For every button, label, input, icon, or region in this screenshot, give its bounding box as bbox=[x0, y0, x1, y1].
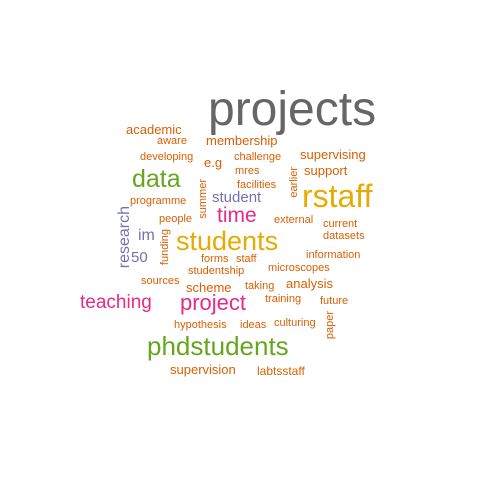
word-ideas: ideas bbox=[240, 319, 267, 331]
word-supervision: supervision bbox=[170, 362, 236, 377]
word-facilities: facilities bbox=[237, 179, 277, 191]
word-information: information bbox=[306, 249, 361, 261]
word-rstaff: rstaff bbox=[302, 178, 373, 214]
word-teaching: teaching bbox=[80, 292, 152, 313]
word-external: external bbox=[274, 214, 314, 226]
word-supervising: supervising bbox=[300, 147, 366, 162]
word-forms: forms bbox=[201, 253, 229, 265]
word-students: students bbox=[176, 226, 279, 256]
word-earlier: earlier bbox=[288, 167, 300, 198]
word-hypothesis: hypothesis bbox=[174, 319, 227, 331]
word-studentship: studentship bbox=[188, 265, 245, 277]
word-summer: summer bbox=[197, 179, 209, 219]
word-developing: developing bbox=[140, 151, 194, 163]
word-academic: academic bbox=[126, 122, 182, 137]
word-im: im bbox=[138, 227, 155, 244]
word-programme: programme bbox=[130, 195, 187, 207]
word-microscopes: microscopes bbox=[268, 262, 330, 274]
word-student: student bbox=[212, 189, 262, 206]
word-taking: taking bbox=[245, 280, 275, 292]
word-membership: membership bbox=[206, 133, 278, 148]
word-culturing: culturing bbox=[274, 317, 316, 329]
word-aware: aware bbox=[157, 135, 187, 147]
word-labtsstaff: labtsstaff bbox=[257, 364, 305, 378]
word-time: time bbox=[217, 204, 257, 227]
word-scheme: scheme bbox=[186, 280, 232, 295]
word-mres: mres bbox=[235, 165, 260, 177]
word-phdstudents: phdstudents bbox=[147, 331, 289, 361]
word-paper: paper bbox=[324, 311, 336, 340]
word-support: support bbox=[304, 163, 348, 178]
word-e-g: e.g bbox=[204, 155, 223, 170]
word-50: 50 bbox=[131, 249, 148, 266]
word-sources: sources bbox=[141, 275, 180, 287]
word-project: project bbox=[180, 290, 247, 315]
word-future: future bbox=[320, 295, 349, 307]
word-funding: funding bbox=[159, 229, 171, 266]
word-projects: projects bbox=[208, 83, 377, 136]
word-data: data bbox=[132, 165, 181, 193]
word-current: current bbox=[323, 218, 358, 230]
word-analysis: analysis bbox=[286, 276, 333, 291]
word-training: training bbox=[265, 293, 302, 305]
word-people: people bbox=[159, 213, 193, 225]
word-staff: staff bbox=[236, 253, 257, 265]
word-datasets: datasets bbox=[323, 230, 365, 242]
word-challenge: challenge bbox=[234, 151, 282, 163]
